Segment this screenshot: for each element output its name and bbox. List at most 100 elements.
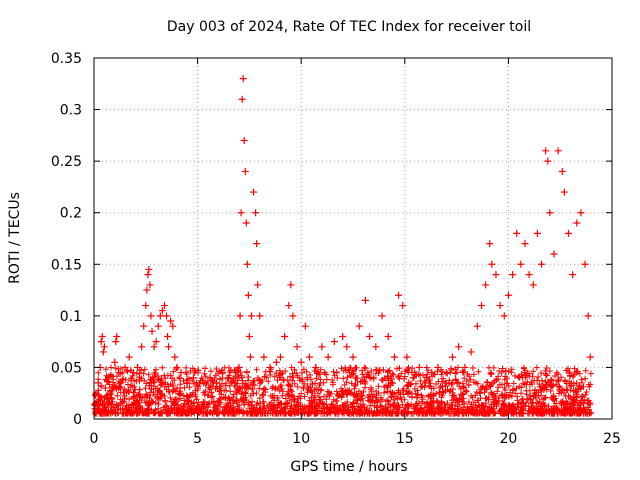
data-point [399,302,407,310]
data-point [243,260,251,268]
data-point [324,353,332,361]
data-point [143,286,151,294]
data-point [260,353,268,361]
data-point [99,348,107,356]
data-point [140,322,148,330]
data-point [542,147,550,155]
data-point [372,343,380,351]
data-point [156,312,164,320]
data-point [237,209,245,217]
data-point [544,157,552,165]
data-point [117,379,125,387]
data-point [473,322,481,330]
data-point [266,363,274,371]
data-point [146,281,154,289]
data-point [428,369,436,377]
data-point [218,369,226,377]
data-point [339,332,347,340]
y-axis-label: ROTI / TECUs [7,192,23,284]
data-point [558,167,566,175]
data-point [554,147,562,155]
data-point [121,363,129,371]
data-point [581,260,589,268]
data-point [395,291,403,299]
y-tick-label: 0.05 [51,360,82,376]
y-tick-label: 0.25 [51,154,82,170]
data-point [422,379,430,387]
noise-band [91,364,595,417]
y-tick-label: 0.35 [51,51,82,67]
data-point [160,302,168,310]
data-point [152,338,160,346]
x-tick-label: 20 [499,431,517,447]
x-tick-label: 25 [603,431,621,447]
data-point [496,302,504,310]
data-point [500,312,508,320]
data-point [355,322,363,330]
data-point [253,240,261,248]
data-point [212,379,220,387]
data-point [163,312,171,320]
data-point [171,353,179,361]
data-point [546,209,554,217]
data-point [134,363,142,371]
data-point [378,312,386,320]
data-point [246,353,254,361]
data-point [252,209,260,217]
data-point [492,271,500,279]
data-point [177,369,185,377]
data-point [409,374,417,382]
data-point [517,260,525,268]
data-point [403,353,411,361]
data-point [150,343,158,351]
data-point [245,332,253,340]
y-tick-label: 0 [73,412,82,428]
data-point [111,358,119,366]
data-point [538,260,546,268]
data-point [254,281,262,289]
data-point [138,343,146,351]
data-point [533,229,541,237]
data-point [256,312,264,320]
data-point [154,322,162,330]
data-point [238,95,246,103]
data-point [482,281,490,289]
data-point [509,271,517,279]
data-point [183,379,191,387]
data-point [247,312,255,320]
data-point [101,384,109,392]
data-point [448,353,456,361]
data-point [276,353,284,361]
data-point [281,332,289,340]
data-point [513,229,521,237]
data-point [488,260,496,268]
data-point [108,394,116,402]
data-point [194,384,202,392]
x-tick-label: 0 [90,431,99,447]
data-point [250,188,258,196]
x-tick-label: 5 [193,431,202,447]
grid [94,58,612,419]
data-point [550,250,558,258]
x-tick-label: 15 [396,431,414,447]
data-point [343,343,351,351]
y-tick-label: 0.15 [51,257,82,273]
data-point [91,405,99,413]
data-point [287,281,295,289]
data-point [434,363,442,371]
data-point [415,363,423,371]
data-point [272,358,280,366]
y-tick-label: 0.3 [60,103,82,119]
data-point [105,374,113,382]
data-point [241,167,249,175]
data-point [173,363,181,371]
data-point [564,229,572,237]
data-point [165,343,173,351]
data-point [461,363,469,371]
data-point [577,209,585,217]
data-point [113,332,121,340]
data-point [442,369,450,377]
data-point [145,265,153,273]
